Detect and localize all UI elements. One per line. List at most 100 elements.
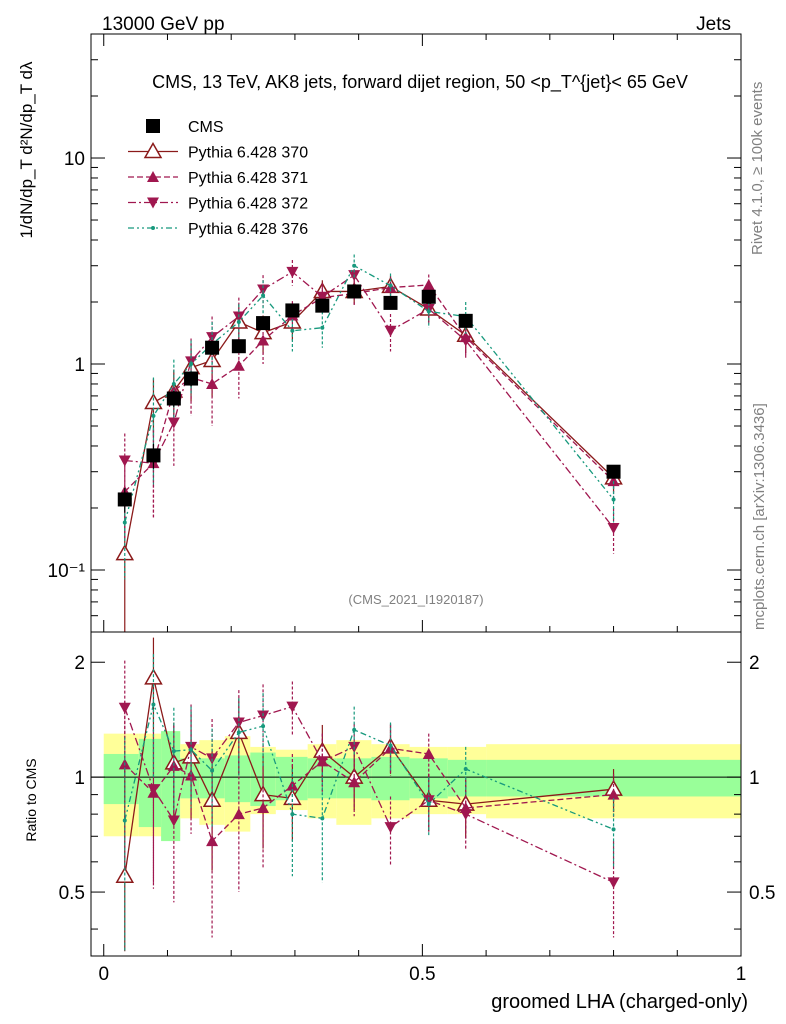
legend-marker [151,226,155,230]
chart-title: CMS, 13 TeV, AK8 jets, forward dijet reg… [152,72,688,93]
legend-item-pythia-6-428-376: Pythia 6.428 376 [128,221,308,238]
y-tick-label-main: 10 [64,149,85,170]
band-inner-bin [103,753,139,805]
legend-marker [147,171,159,182]
point-pythia-6-428-372 [607,522,620,534]
series-pythia-6-428-372 [118,259,620,554]
point-pythia-6-428-372 [384,325,397,337]
legend-marker [143,141,163,159]
point-pythia-6-428-376 [189,362,194,367]
y-tick-label-ratio: 2 [74,653,85,674]
point-pythia-6-428-376 [122,520,127,525]
series-pythia-6-428-371 [118,274,620,540]
side-label-bottom: mcplots.cern.ch [arXiv:1306.3436] [751,403,768,630]
point-cms [256,316,271,331]
ratio-point-pythia-6-428-372 [422,795,435,807]
y-tick-label-ratio-right: 0.5 [749,883,775,904]
main-panel-series [115,254,623,632]
y-tick-label-ratio-right: 2 [749,653,760,674]
series-cms [117,284,621,513]
point-cms [184,371,199,386]
point-cms [205,340,220,355]
legend-label: Pythia 6.428 370 [188,145,308,162]
ratio-frame [90,631,742,957]
point-pythia-6-428-376 [171,381,176,386]
line-pythia-6-428-372 [124,271,615,529]
analysis-watermark: (CMS_2021_I1920187) [348,592,483,607]
point-pythia-6-428-371 [422,278,435,290]
point-cms [383,295,398,310]
ratio-point-pythia-6-428-371 [232,808,245,820]
legend-label: Pythia 6.428 371 [188,170,308,187]
x-axis-label: groomed LHA (charged-only) [491,991,748,1013]
series-pythia-6-428-370 [115,275,623,632]
ratio-point-pythia-6-428-372 [118,702,131,714]
point-pythia-6-428-372 [459,335,472,347]
ratio-point-pythia-6-428-376 [463,767,468,772]
ratio-point-pythia-6-428-376 [189,747,194,752]
point-pythia-6-428-372 [286,266,299,278]
ratio-point-pythia-6-428-372 [167,815,180,827]
header-right: Jets [696,14,731,35]
point-pythia-6-428-376 [320,325,325,330]
ratio-point-pythia-6-428-372 [286,701,299,713]
legend-marker [147,197,159,209]
ratio-point-pythia-6-428-371 [607,788,620,800]
ratio-point-pythia-6-428-371 [257,802,270,814]
ratio-point-pythia-6-428-371 [348,776,361,788]
ratio-point-pythia-6-428-372 [316,756,329,768]
axis-ticks: 0 0.5 1 10⁻¹ 1 10 0.5 0.5 1 1 2 2 [48,33,775,985]
ratio-point-pythia-6-428-372 [607,877,620,889]
ratio-panel-series [115,637,623,952]
legend: CMS Pythia 6.428 370 Pythia 6.428 371 Pythi… [128,119,308,238]
point-cms [117,492,132,507]
point-pythia-6-428-371 [232,359,245,371]
point-pythia-6-428-376 [151,413,156,418]
x-tick-label: 0 [98,964,109,985]
ratio-point-pythia-6-428-376 [426,802,431,807]
legend-item-pythia-6-428-372: Pythia 6.428 372 [128,196,308,213]
ratio-point-pythia-6-428-376 [151,702,156,707]
legend-item-cms: CMS [146,119,224,136]
point-cms [347,284,362,299]
band-inner-bin [138,738,162,828]
point-cms [285,303,300,318]
header-left: 13000 GeV pp [102,14,225,35]
axes-frames [90,33,742,957]
point-cms [231,339,246,354]
line-pythia-6-428-371 [124,284,615,493]
point-cms [166,391,181,406]
ratio-point-pythia-6-428-376 [236,730,241,735]
point-cms [315,298,330,313]
point-pythia-6-428-371 [206,377,219,389]
point-pythia-6-428-372 [167,417,180,429]
ratio-point-pythia-6-428-376 [290,812,295,817]
legend-label: Pythia 6.428 376 [188,221,308,238]
point-cms [421,289,436,304]
series-pythia-6-428-376 [122,254,616,580]
side-label-top: Rivet 4.1.0, ≥ 100k events [749,82,766,255]
point-pythia-6-428-370 [144,393,163,410]
ratio-point-pythia-6-428-376 [122,818,127,823]
ratio-point-pythia-6-428-372 [232,717,245,729]
x-tick-label: 1 [736,964,747,985]
point-pythia-6-428-370 [115,544,135,561]
ratio-point-pythia-6-428-372 [384,822,397,834]
ratio-point-pythia-6-428-372 [459,809,472,821]
ratio-point-pythia-6-428-376 [171,749,176,754]
point-pythia-6-428-376 [426,309,431,314]
point-pythia-6-428-376 [352,263,357,268]
line-pythia-6-428-376 [124,264,615,523]
point-pythia-6-428-376 [388,283,393,288]
ratio-point-pythia-6-428-376 [352,727,357,732]
ratio-point-pythia-6-428-376 [210,768,215,773]
y-label-main: 1/dN/dp_T d²N/dp_T dλ [17,61,36,239]
point-pythia-6-428-376 [611,497,616,502]
ratio-point-pythia-6-428-371 [422,747,435,759]
legend-item-pythia-6-428-370: Pythia 6.428 370 [128,141,308,162]
ratio-point-pythia-6-428-376 [388,743,393,748]
y-tick-label-ratio: 0.5 [59,883,85,904]
point-pythia-6-428-371 [607,475,620,487]
ratio-point-pythia-6-428-376 [261,724,266,729]
